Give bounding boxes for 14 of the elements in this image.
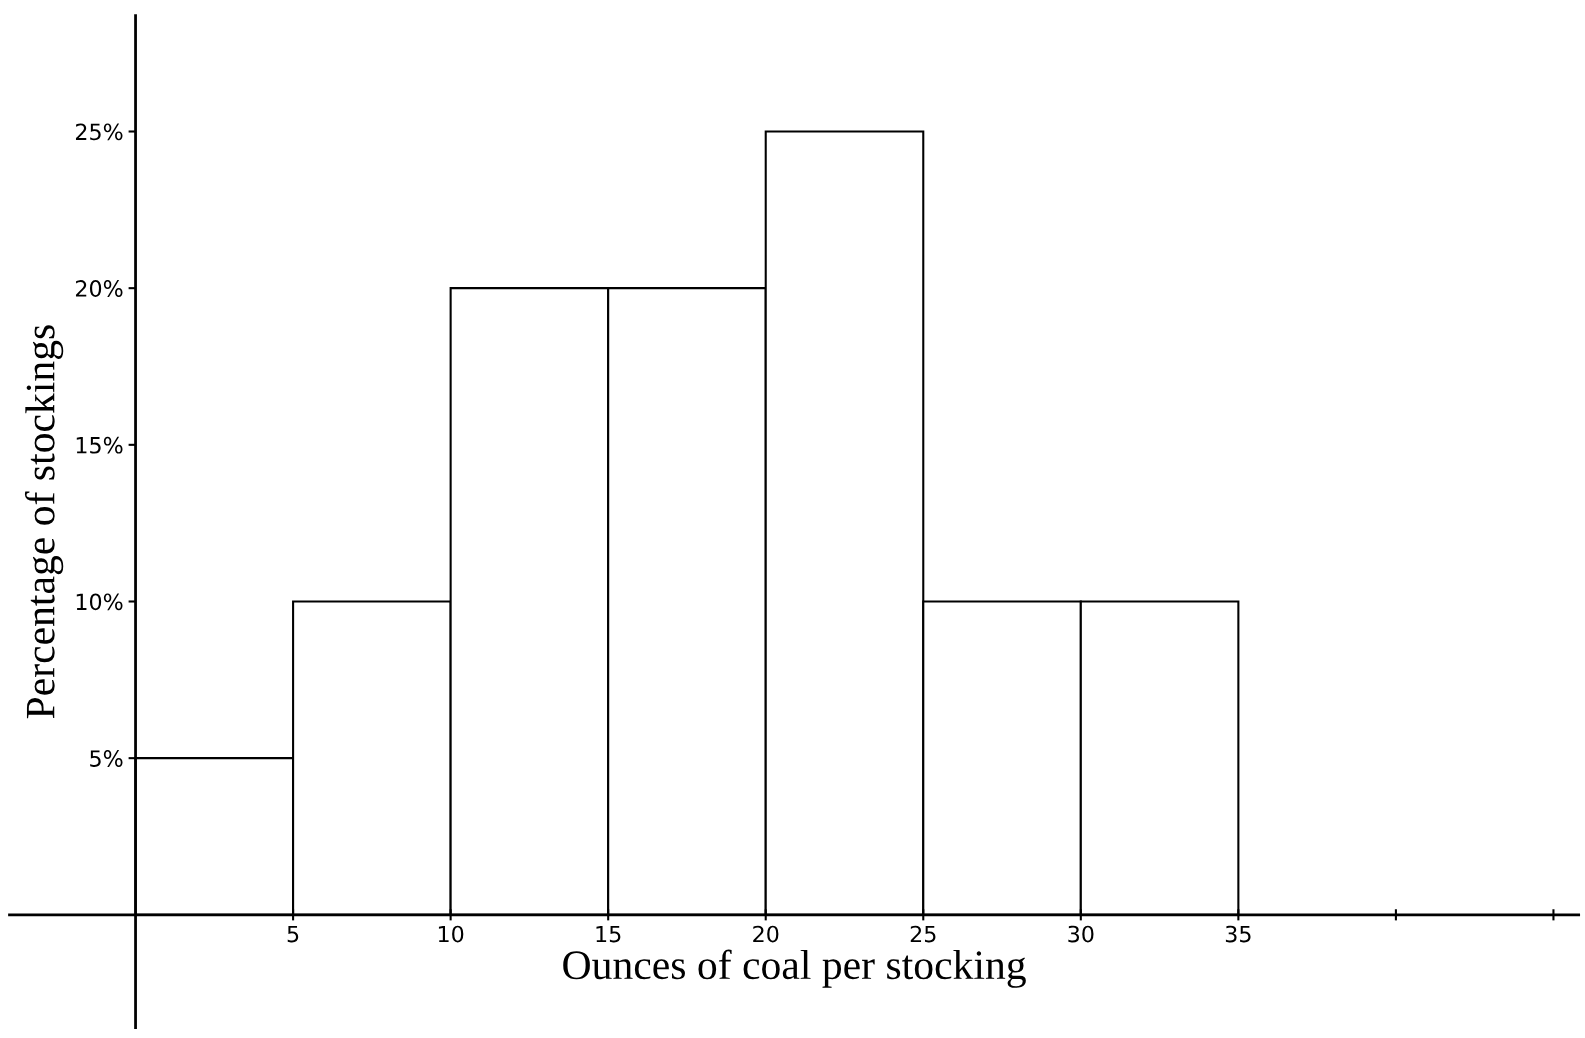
x-axis-title: Ounces of coal per stocking (563, 949, 1026, 988)
y-tick-label: 25% (75, 123, 123, 141)
x-tick-label: 25 (910, 925, 936, 943)
x-tick-label: 15 (596, 925, 621, 943)
x-tick-label: 10 (438, 925, 464, 943)
y-tick-label: 20% (75, 280, 123, 297)
y-tick-label: 5% (90, 750, 123, 767)
y-tick-label: 10% (76, 593, 123, 611)
x-tick-label: 30 (1068, 925, 1094, 943)
y-axis-title: Percentage of stockings (24, 325, 64, 719)
x-tick-label: 35 (1225, 925, 1251, 943)
x-tick-label: 20 (753, 925, 779, 943)
y-tick-label: 15% (76, 436, 123, 454)
x-tick-label: 5 (287, 925, 299, 943)
